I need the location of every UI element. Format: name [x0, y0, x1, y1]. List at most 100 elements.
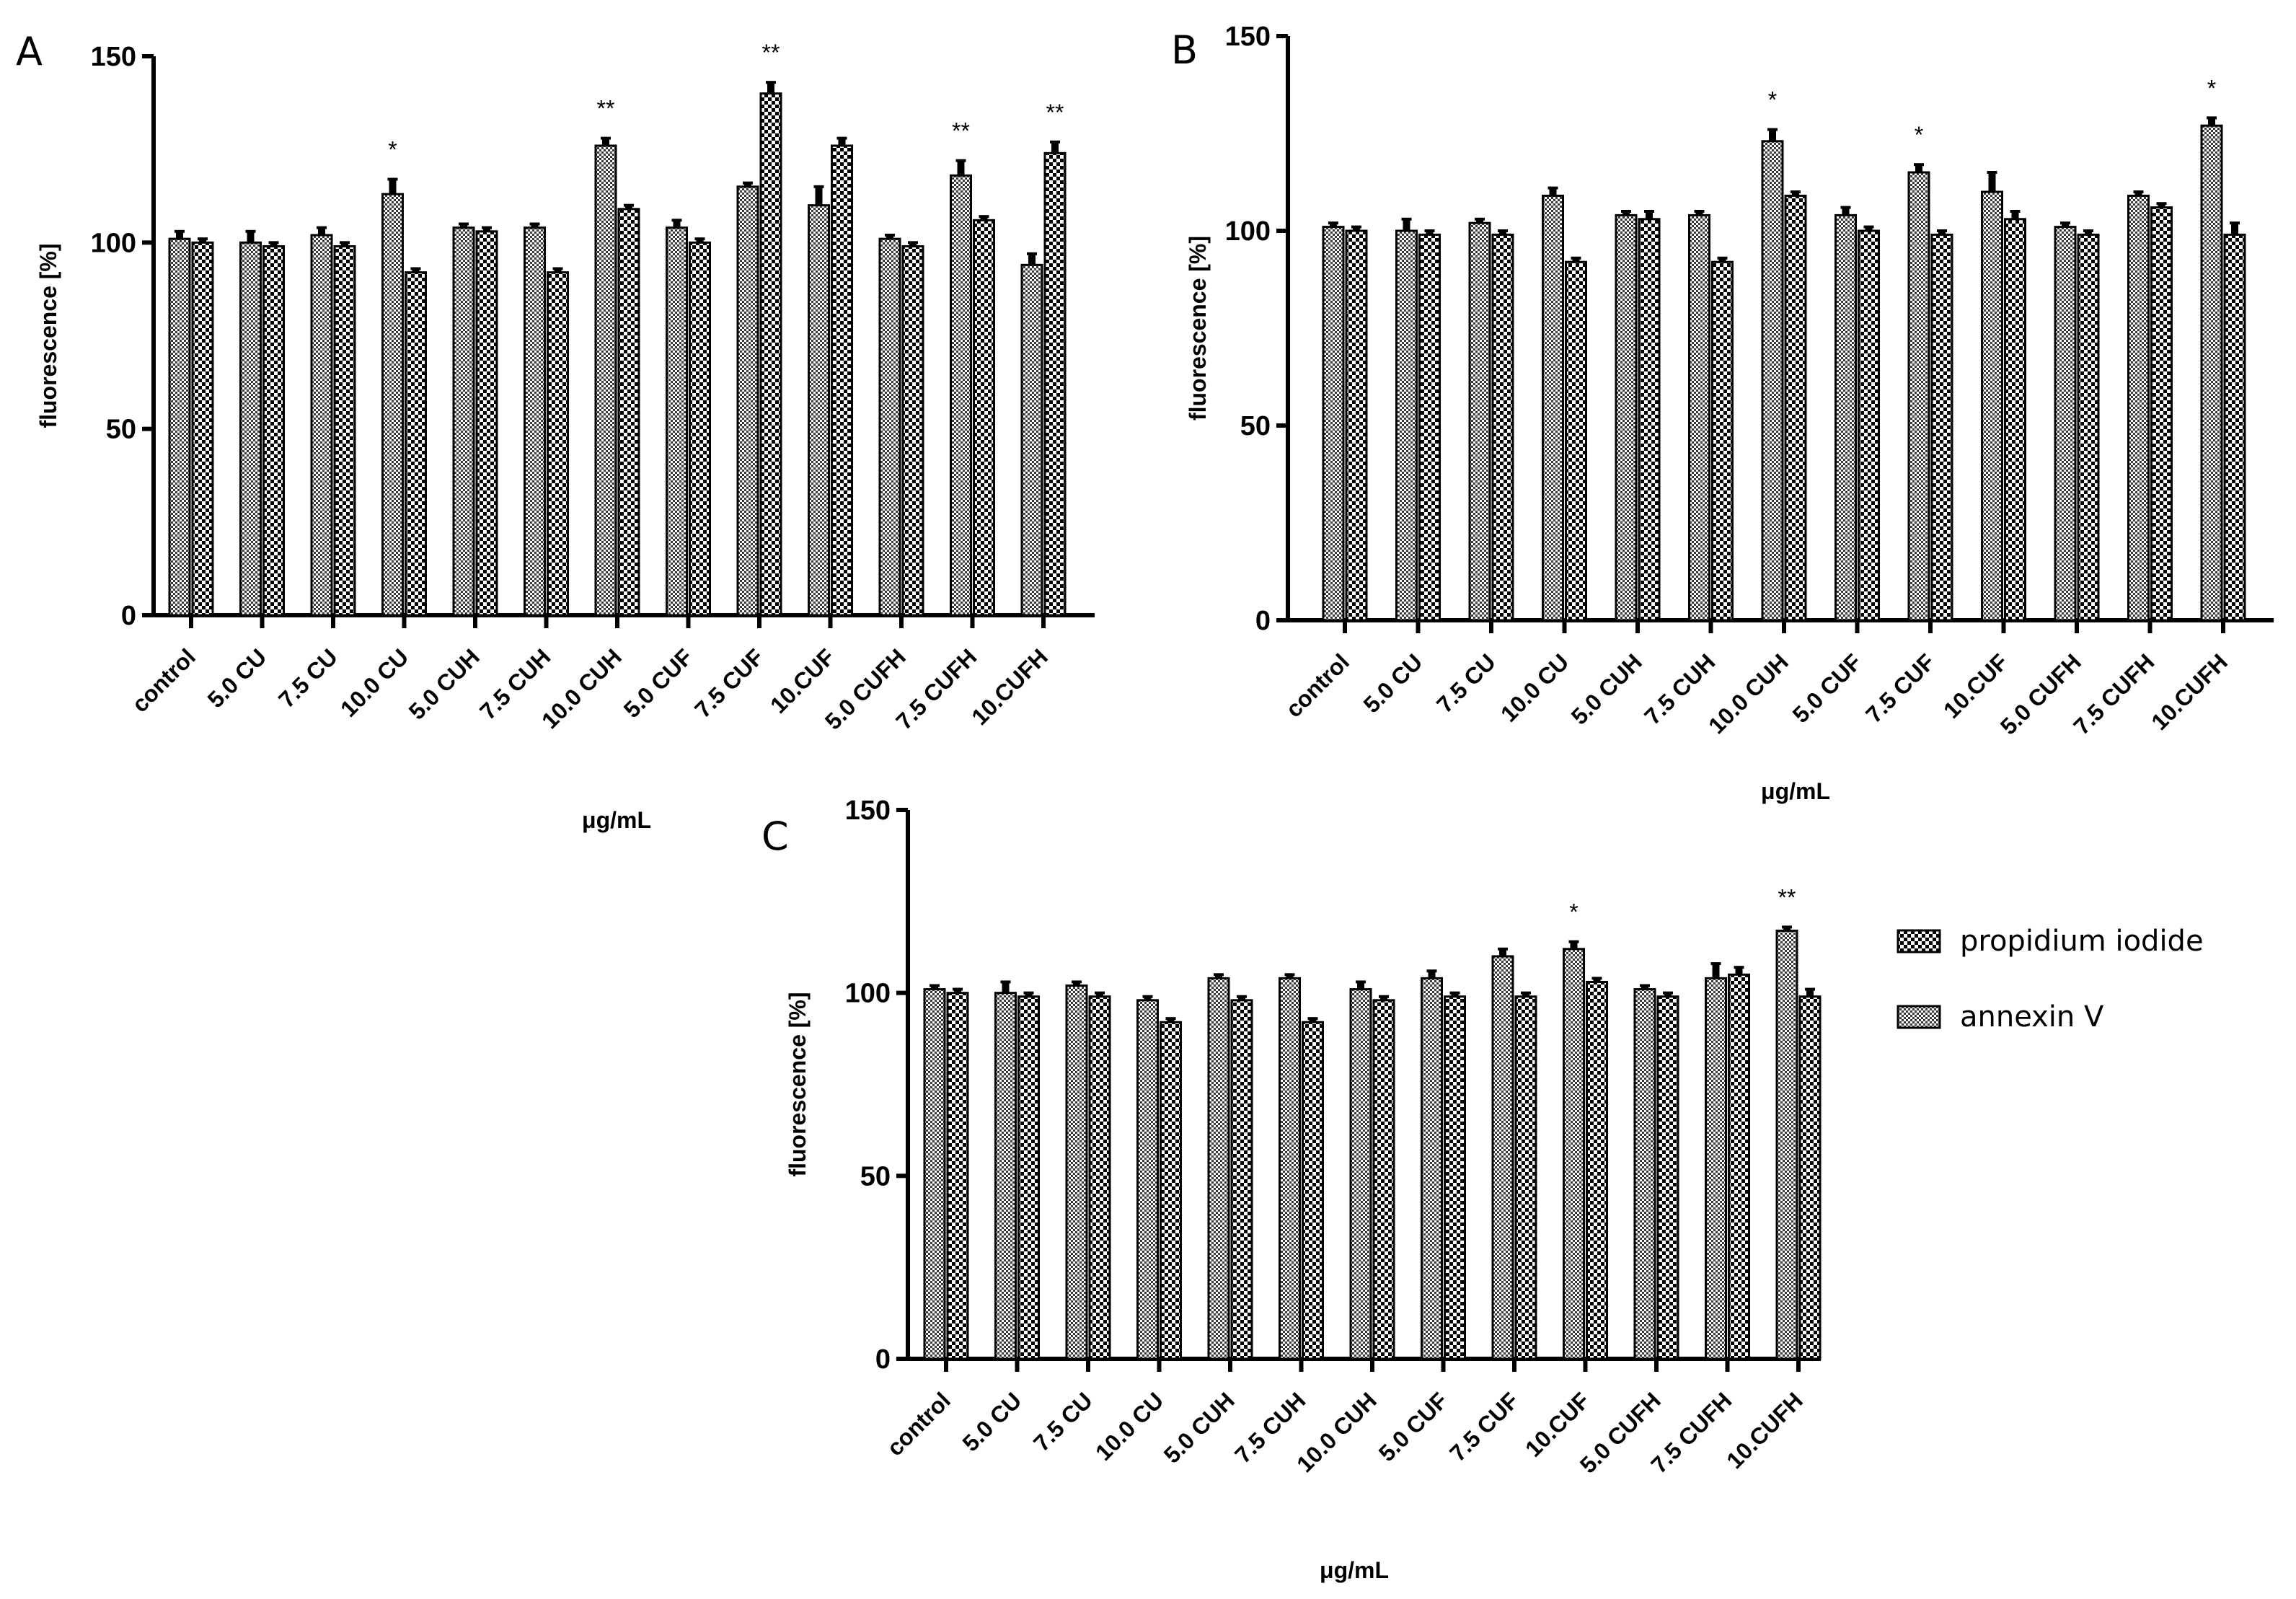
panel-label: C [761, 814, 789, 859]
y-tick-label: 100 [845, 979, 891, 1009]
bar-propidium-iodide-7-5-cuf [1514, 995, 1537, 1360]
bar-annexin-v-7-5-cu [1468, 221, 1491, 622]
significance-marker: ** [952, 118, 970, 144]
legend-label: annexin V [1960, 1000, 2104, 1034]
category-group-5-0-cu: 5.0 CU [1359, 217, 1441, 718]
x-tick-label: 10.0 CU [335, 643, 413, 721]
bar-propidium-iodide-7-5-cu [1088, 995, 1111, 1360]
bar-propidium-iodide-10-0-cu [1160, 1021, 1182, 1360]
category-group-7-5-cu: 7.5 CU [1028, 980, 1111, 1456]
legend-swatch [1897, 1005, 1941, 1029]
bar-annexin-v-10-0-cuh [594, 144, 617, 617]
x-tick-label: 5.0 CUF [619, 643, 698, 723]
bar-annexin-v-10-0-cu [1136, 999, 1159, 1360]
category-group-5-0-cuh: 5.0 CUH [404, 222, 498, 725]
y-tick-label: 0 [1255, 606, 1271, 636]
x-axis-label: μg/mL [582, 807, 651, 833]
x-tick-label: 7.5 CUF [689, 643, 769, 723]
bar-propidium-iodide-7-5-cufh [1728, 973, 1750, 1360]
bar-propidium-iodide-7-5-cufh [2150, 206, 2173, 622]
bar-annexin-v-5-0-cufh [878, 237, 901, 617]
x-tick-label: 5.0 CU [203, 643, 272, 713]
bar-propidium-iodide-7-5-cuf [759, 92, 782, 617]
bar-propidium-iodide-7-5-cu [1491, 233, 1514, 622]
x-tick-label: 10.0 CUH [1703, 648, 1793, 739]
category-group-10-cuf: 10.CUF [1520, 940, 1608, 1462]
bar-annexin-v-10-cufh [2200, 124, 2223, 622]
bar-annexin-v-control [923, 988, 946, 1360]
category-group-7-5-cu: 7.5 CU [1431, 217, 1514, 718]
bar-annexin-v-5-0-cuf [666, 226, 688, 617]
bar-annexin-v-control [1322, 226, 1345, 622]
bar-propidium-iodide-7-5-cufh [973, 219, 995, 617]
bar-annexin-v-5-0-cu [994, 992, 1017, 1360]
bar-propidium-iodide-10-0-cu [1565, 260, 1587, 622]
bar-propidium-iodide-10-0-cuh [1372, 999, 1395, 1360]
bar-annexin-v-10-cuf [808, 204, 830, 617]
bar-annexin-v-10-cuf [1563, 948, 1585, 1360]
x-tick-label: 5.0 CUH [1159, 1387, 1240, 1468]
bar-annexin-v-10-0-cuh [1761, 140, 1784, 622]
y-tick-label: 50 [106, 415, 136, 445]
x-tick-label: 7.5 CUFH [2068, 648, 2159, 739]
significance-marker: * [2207, 75, 2216, 101]
x-tick-label: 5.0 CUF [1374, 1387, 1453, 1466]
bar-annexin-v-7-5-cuh [1279, 977, 1301, 1360]
significance-marker: ** [1778, 884, 1796, 910]
category-group-control: control [127, 229, 214, 718]
bar-propidium-iodide-10-0-cuh [1784, 194, 1807, 622]
bar-annexin-v-7-5-cu [310, 234, 333, 617]
y-tick-label: 50 [860, 1161, 891, 1191]
bar-annexin-v-5-0-cuf [1421, 977, 1443, 1360]
x-tick-label: 5.0 CU [958, 1387, 1027, 1456]
x-tick-label: 10.CUFH [2146, 648, 2233, 735]
significance-marker: ** [597, 96, 615, 122]
y-tick-label: 100 [91, 228, 136, 258]
bar-propidium-iodide-7-5-cu [333, 245, 356, 617]
x-tick-label: 5.0 CU [1359, 648, 1428, 718]
legend: propidium iodide annexin V [1897, 925, 2204, 1034]
x-tick-label: 10.CUF [1938, 648, 2013, 723]
bar-propidium-iodide-5-0-cu [262, 245, 285, 617]
significance-marker: ** [1046, 100, 1064, 125]
bar-annexin-v-7-5-cufh [2127, 194, 2150, 622]
y-tick-label: 150 [845, 796, 891, 826]
bar-annexin-v-5-0-cu [1395, 229, 1418, 622]
bar-propidium-iodide-7-5-cuh [547, 271, 569, 617]
bar-propidium-iodide-10-0-cu [405, 271, 427, 617]
bar-annexin-v-7-5-cufh [1705, 977, 1727, 1360]
bar-propidium-iodide-5-0-cuh [1230, 999, 1253, 1360]
bar-propidium-iodide-5-0-cufh [1656, 995, 1679, 1360]
significance-marker: * [1768, 87, 1777, 113]
bar-annexin-v-5-0-cuf [1834, 213, 1857, 622]
bar-propidium-iodide-10-cuf [2004, 218, 2026, 622]
category-group-control: control [882, 984, 969, 1461]
x-tick-label: control [1281, 648, 1354, 722]
bar-propidium-iodide-10-cufh [1798, 995, 1822, 1360]
x-tick-label: 7.5 CU [273, 643, 343, 713]
bar-propidium-iodide-10-cuf [831, 144, 853, 617]
x-tick-label: 7.5 CUF [1860, 648, 1940, 728]
bar-annexin-v-5-0-cu [239, 241, 262, 617]
significance-marker: * [1915, 122, 1923, 148]
y-tick-label: 150 [1225, 22, 1271, 52]
bar-propidium-iodide-control [946, 992, 969, 1360]
bar-annexin-v-7-5-cuf [1907, 171, 1930, 622]
y-tick-label: 0 [875, 1344, 891, 1375]
category-group-5-0-cu: 5.0 CU [203, 229, 285, 713]
bar-annexin-v-7-5-cuf [736, 185, 759, 617]
x-tick-label: 7.5 CU [1431, 648, 1501, 718]
bar-annexin-v-5-0-cufh [1633, 988, 1656, 1360]
bar-annexin-v-10-0-cu [381, 193, 404, 617]
bar-propidium-iodide-7-5-cuh [1711, 260, 1734, 622]
y-tick-label: 0 [121, 601, 136, 631]
bar-annexin-v-7-5-cuh [1688, 213, 1710, 622]
x-axis-label: μg/mL [1761, 778, 1830, 804]
bar-propidium-iodide-7-5-cuf [1930, 233, 1953, 622]
category-group-10-cuf: 10.CUF [765, 136, 853, 718]
